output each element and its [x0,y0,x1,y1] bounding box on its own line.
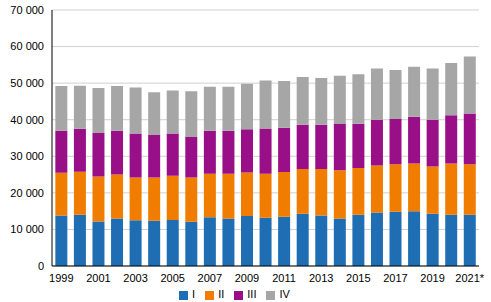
svg-text:2011: 2011 [272,272,296,284]
svg-text:20 000: 20 000 [10,187,44,199]
html-text:III: III [247,288,257,300]
svg-text:70 000: 70 000 [10,4,44,16]
svg-text:2007: 2007 [198,272,222,284]
svg-text:30 000: 30 000 [10,150,44,162]
svg-text:40 000: 40 000 [10,114,44,126]
svg-text:2013: 2013 [309,272,333,284]
svg-text:2003: 2003 [123,272,147,284]
svg-text:50 000: 50 000 [10,77,44,89]
svg-text:2001: 2001 [86,272,110,284]
svg-text:60 000: 60 000 [10,40,44,52]
svg-text:2017: 2017 [383,272,407,284]
svg-text:2019: 2019 [420,272,444,284]
svg-text:2015: 2015 [346,272,370,284]
svg-text:0: 0 [38,260,44,272]
html-text:II: II [218,288,225,300]
svg-text:10 000: 10 000 [10,223,44,235]
svg-text:2005: 2005 [160,272,184,284]
svg-text:2009: 2009 [235,272,259,284]
html-text:IV: IV [279,288,290,300]
svg-text:2021*: 2021* [455,272,483,284]
html-text:I: I [192,288,196,300]
svg-text:1999: 1999 [49,272,73,284]
